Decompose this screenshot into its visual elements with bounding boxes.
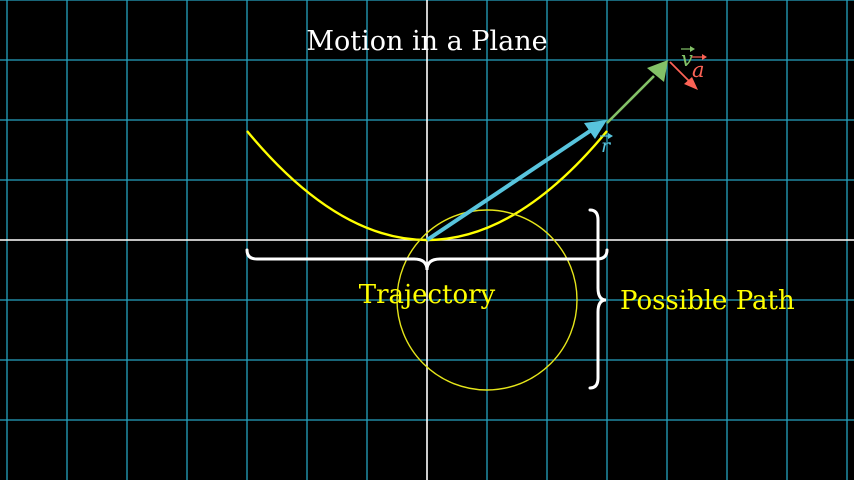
position-vector-label: r <box>600 133 613 157</box>
trajectory-label: Trajectory <box>359 280 496 310</box>
svg-text:v: v <box>681 47 693 71</box>
svg-text:a: a <box>692 58 705 82</box>
acceleration-vector <box>669 61 698 90</box>
position-vector <box>425 120 607 242</box>
title: Motion in a Plane <box>306 26 547 57</box>
svg-text:r: r <box>601 135 612 157</box>
velocity-vector-label: v <box>681 46 695 71</box>
velocity-vector <box>606 60 668 124</box>
possible-path-circle <box>396 209 578 391</box>
possible-path-label: Possible Path <box>620 286 795 316</box>
trajectory-brace <box>245 248 609 271</box>
acceleration-vector-label: a <box>692 54 707 82</box>
possible-path-brace <box>588 208 607 390</box>
